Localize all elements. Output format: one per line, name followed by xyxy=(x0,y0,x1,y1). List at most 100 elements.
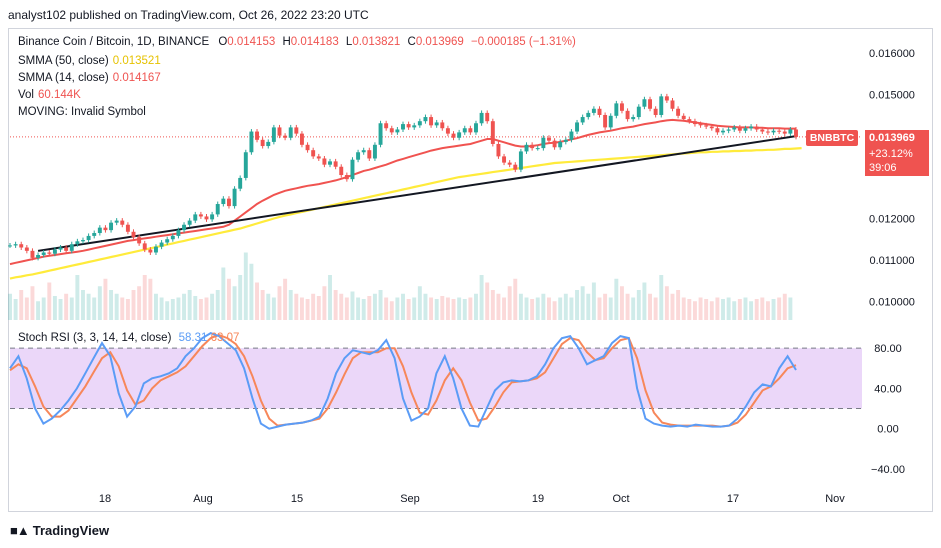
volume-bar xyxy=(603,293,608,320)
stoch-d-value: 63.07 xyxy=(210,332,240,344)
candle-body xyxy=(75,241,80,245)
volume-bar xyxy=(524,297,529,320)
high-label: H xyxy=(282,36,291,48)
time-tick-label: Oct xyxy=(612,493,629,505)
volume-bar xyxy=(737,299,742,320)
symbol-title[interactable]: Binance Coin / Bitcoin, 1D, BINANCE xyxy=(18,36,210,48)
volume-bar xyxy=(704,299,709,320)
volume-bar xyxy=(120,297,125,320)
moving-legend[interactable]: MOVING: Invalid Symbol xyxy=(18,106,146,118)
volume-bar xyxy=(687,299,692,320)
volume-bar xyxy=(92,297,97,320)
candle-body xyxy=(687,119,692,122)
candle-body xyxy=(788,129,793,134)
candle-body xyxy=(204,216,209,220)
volume-bar xyxy=(664,286,669,320)
price-tick-label: 0.012000 xyxy=(869,214,915,226)
candle-body xyxy=(434,122,439,126)
candle-body xyxy=(176,230,181,236)
volume-bar xyxy=(451,299,456,320)
volume-bar xyxy=(406,299,411,320)
volume-bar xyxy=(255,282,259,320)
volume-bar xyxy=(440,296,445,320)
close-value: 0.013969 xyxy=(415,36,464,48)
smma14-legend[interactable]: SMMA (14, close) 0.014167 xyxy=(18,72,161,84)
volume-bar xyxy=(58,299,63,320)
volume-bar xyxy=(114,293,119,320)
volume-bar xyxy=(232,286,237,320)
candle-body xyxy=(412,125,417,128)
candle-body xyxy=(159,242,164,247)
candle-body xyxy=(614,103,619,116)
candle-body xyxy=(715,128,720,133)
volume-legend[interactable]: Vol 60.144K xyxy=(18,89,81,101)
volume-bar xyxy=(676,290,681,320)
volume-bar xyxy=(591,282,596,320)
candle-body xyxy=(283,135,288,138)
time-tick-label: 19 xyxy=(532,493,544,505)
volume-bar xyxy=(760,297,765,320)
volume-bar xyxy=(41,297,46,320)
candle-body xyxy=(193,214,198,221)
volume-bar xyxy=(619,286,624,320)
stoch-legend[interactable]: Stoch RSI (3, 3, 14, 14, close) 58.31 63… xyxy=(18,332,239,344)
volume-bar xyxy=(165,301,170,320)
volume-bar xyxy=(648,293,652,320)
volume-bar xyxy=(109,290,114,320)
smma14-value: 0.014167 xyxy=(112,72,161,84)
candle-body xyxy=(238,177,243,189)
volume-bar xyxy=(350,291,355,320)
volume-bar xyxy=(558,297,563,320)
volume-bar xyxy=(434,299,439,320)
smma50-legend[interactable]: SMMA (50, close) 0.013521 xyxy=(18,55,161,67)
smma50-value: 0.013521 xyxy=(112,55,161,67)
candle-body xyxy=(760,129,765,132)
volume-label: Vol xyxy=(18,89,34,101)
candle-body xyxy=(367,150,372,159)
candle-body xyxy=(580,117,585,123)
volume-bar xyxy=(328,275,332,320)
volume-bar xyxy=(260,290,265,320)
tradingview-logo[interactable]: ■▲ TradingView xyxy=(10,523,109,538)
candle-body xyxy=(496,143,501,157)
volume-bar xyxy=(103,278,108,320)
candle-body xyxy=(417,121,422,126)
candle-body xyxy=(395,129,400,133)
candle-body xyxy=(389,128,394,133)
candle-body xyxy=(232,188,237,207)
time-axis: 18 Aug 15 Sep 19 Oct 17 Nov xyxy=(99,493,845,505)
time-tick-label: 15 xyxy=(291,493,303,505)
volume-bar xyxy=(198,299,203,320)
volume-bar xyxy=(333,290,338,320)
stoch-k-line xyxy=(9,331,797,430)
time-tick-label: Nov xyxy=(825,493,845,505)
candle-body xyxy=(485,112,490,122)
smma50-line xyxy=(9,147,802,280)
candle-body xyxy=(30,250,35,258)
candle-body xyxy=(451,133,456,138)
candle-body xyxy=(530,144,535,149)
candle-body xyxy=(19,244,24,248)
candle-body xyxy=(125,224,130,232)
volume-bar xyxy=(64,293,69,320)
candle-body xyxy=(277,127,282,136)
volume-bar xyxy=(423,293,428,320)
volume-bar xyxy=(642,282,647,320)
volume-bar xyxy=(681,297,686,320)
candle-body xyxy=(170,235,175,240)
volume-bar xyxy=(788,297,793,320)
stoch-tick-label: 0.00 xyxy=(877,424,898,436)
countdown-badge: 39:06 xyxy=(865,160,929,176)
volume-bar xyxy=(580,286,585,320)
volume-bar xyxy=(81,290,85,320)
volume-bar xyxy=(552,301,557,320)
volume-bar xyxy=(485,282,490,320)
candle-body xyxy=(479,112,484,124)
volume-bar xyxy=(777,297,782,320)
change-value: −0.000185 (−1.31%) xyxy=(470,36,576,48)
symbol-tag: BNBBTC xyxy=(806,130,858,146)
volume-bar xyxy=(586,293,591,320)
stoch-tick-label: 80.00 xyxy=(874,343,902,355)
change-pct-badge: +23.12% xyxy=(865,146,929,162)
